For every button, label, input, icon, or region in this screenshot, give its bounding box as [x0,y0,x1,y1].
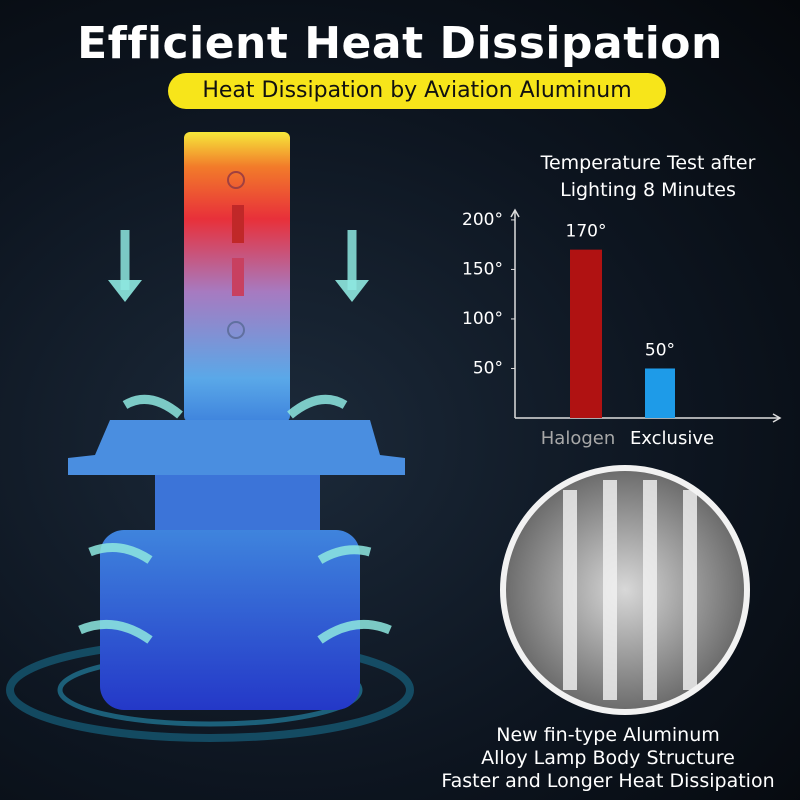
caption: New fin-type Aluminum Alloy Lamp Body Str… [420,724,796,793]
fins [563,480,697,700]
led-chip [232,205,244,243]
y-tick-label: 150° [462,259,503,279]
y-tick-label: 200° [462,210,503,230]
chart-title: Temperature Test after Lighting 8 Minute… [540,152,756,201]
bulb-flange [68,420,405,475]
heatsink [100,530,360,710]
value-label: 170° [566,222,607,242]
subtitle: Heat Dissipation by Aviation Aluminum [168,73,666,109]
title: Efficient Heat Dissipation [77,18,723,69]
axis-arrow [510,208,520,218]
y-tick-label: 100° [462,309,503,329]
caption-line: New fin-type Aluminum [496,724,720,746]
x-tick-label: Exclusive [630,428,714,449]
arrow-heads [108,280,369,302]
bulb-detail [227,321,245,339]
bulb-neck [155,475,320,535]
led-chip [232,258,244,296]
y-tick-label: 50° [473,358,503,378]
bulb-detail [227,171,245,189]
caption-line: Faster and Longer Heat Dissipation [441,770,775,792]
x-tick-label: Halogen [541,428,616,449]
bar [645,368,675,418]
bar [570,249,602,418]
value-label: 50° [645,340,675,360]
axis-arrow [772,413,782,423]
caption-line: Alloy Lamp Body Structure [481,747,735,769]
